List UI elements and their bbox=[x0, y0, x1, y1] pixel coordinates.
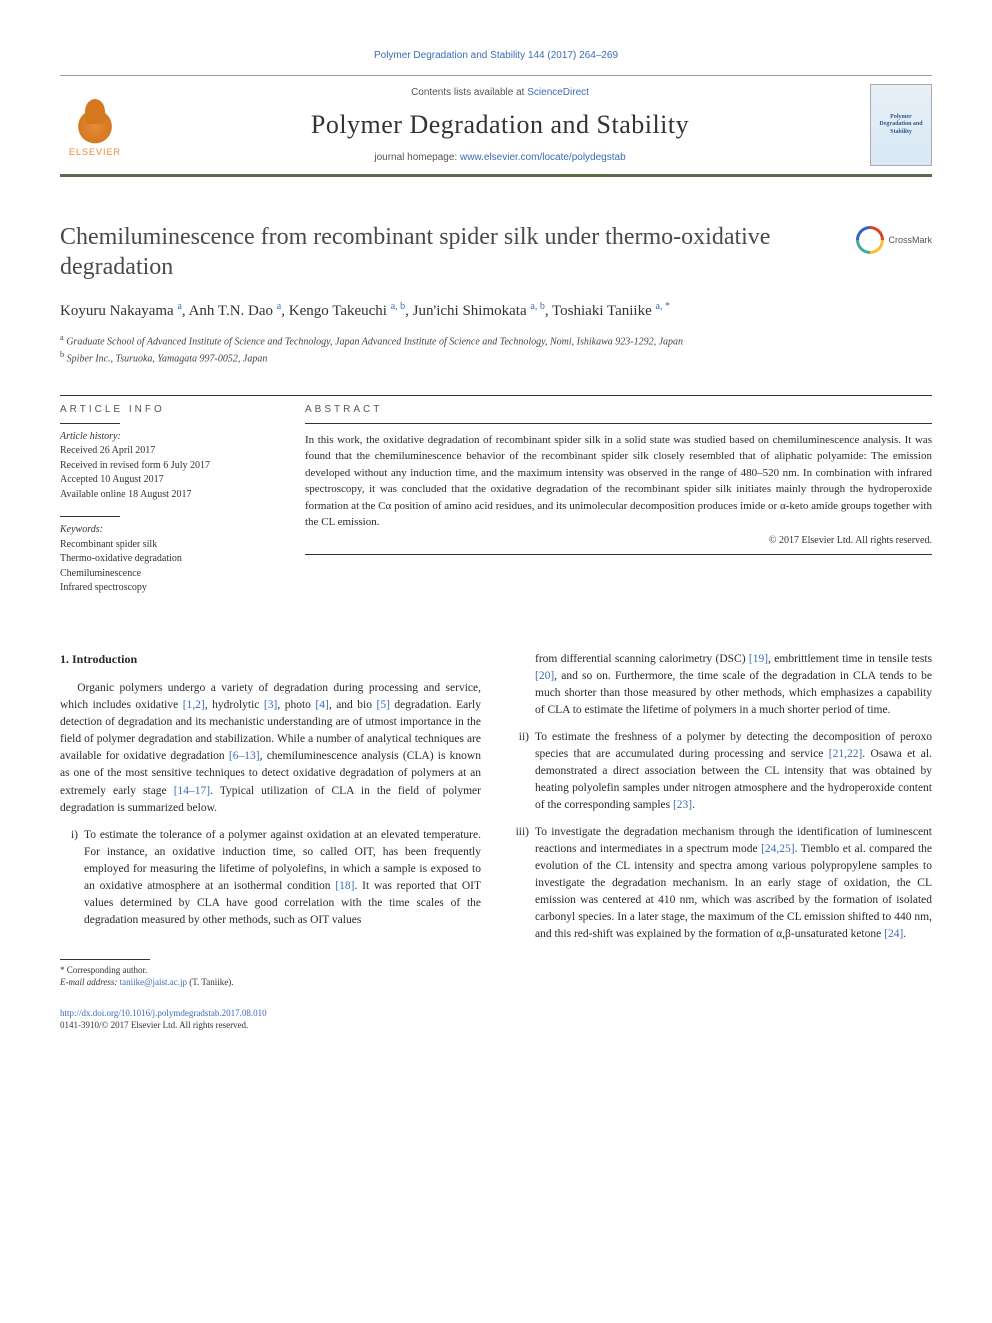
divider-short bbox=[60, 516, 120, 517]
right-column: from differential scanning calorimetry (… bbox=[511, 651, 932, 1032]
article-info-column: ARTICLE INFO Article history: Received 2… bbox=[60, 404, 260, 596]
abstract-column: ABSTRACT In this work, the oxidative deg… bbox=[305, 404, 932, 596]
section-heading-introduction: 1. Introduction bbox=[60, 651, 481, 669]
list-marker: ii) bbox=[511, 729, 535, 814]
top-citation: Polymer Degradation and Stability 144 (2… bbox=[60, 50, 932, 61]
received-date: Received 26 April 2017 bbox=[60, 445, 155, 456]
keyword: Recombinant spider silk bbox=[60, 539, 157, 550]
corresponding-author-note: * Corresponding author. E-mail address: … bbox=[60, 964, 481, 989]
issn-copyright: 0141-3910/© 2017 Elsevier Ltd. All right… bbox=[60, 1020, 248, 1030]
left-column: 1. Introduction Organic polymers undergo… bbox=[60, 651, 481, 1032]
crossmark-label: CrossMark bbox=[888, 235, 932, 245]
article-history: Article history: Received 26 April 2017 … bbox=[60, 430, 260, 503]
journal-cover-thumbnail: Polymer Degradation and Stability bbox=[870, 84, 932, 166]
history-label: Article history: bbox=[60, 431, 121, 442]
homepage-link[interactable]: www.elsevier.com/locate/polydegstab bbox=[460, 152, 626, 163]
list-marker: iii) bbox=[511, 824, 535, 943]
journal-homepage-line: journal homepage: www.elsevier.com/locat… bbox=[150, 152, 850, 163]
keywords-block: Keywords: Recombinant spider silk Thermo-… bbox=[60, 523, 260, 596]
doi-link[interactable]: http://dx.doi.org/10.1016/j.polymdegrads… bbox=[60, 1008, 267, 1018]
intro-paragraph-1: Organic polymers undergo a variety of de… bbox=[60, 680, 481, 816]
elsevier-logo: ELSEVIER bbox=[60, 88, 130, 163]
list-marker: i) bbox=[60, 827, 84, 929]
email-link[interactable]: taniike@jaist.ac.jp bbox=[120, 977, 187, 987]
list-content: To investigate the degradation mechanism… bbox=[535, 824, 932, 943]
article-title: Chemiluminescence from recombinant spide… bbox=[60, 222, 836, 282]
sciencedirect-link[interactable]: ScienceDirect bbox=[527, 87, 589, 98]
abstract-copyright: © 2017 Elsevier Ltd. All rights reserved… bbox=[305, 535, 932, 546]
email-label: E-mail address: bbox=[60, 977, 120, 987]
authors-list: Koyuru Nakayama a, Anh T.N. Dao a, Kengo… bbox=[60, 300, 932, 322]
doi-block: http://dx.doi.org/10.1016/j.polymdegrads… bbox=[60, 1007, 481, 1032]
publisher-name: ELSEVIER bbox=[69, 147, 121, 157]
crossmark-badge[interactable]: CrossMark bbox=[856, 226, 932, 254]
corr-label: * Corresponding author. bbox=[60, 964, 481, 977]
list-item-ii: ii) To estimate the freshness of a polym… bbox=[511, 729, 932, 814]
list-item-i-continued: from differential scanning calorimetry (… bbox=[511, 651, 932, 719]
crossmark-icon bbox=[856, 226, 884, 254]
cover-title: Polymer Degradation and Stability bbox=[875, 114, 927, 136]
list-content-continued: from differential scanning calorimetry (… bbox=[535, 651, 932, 719]
accepted-date: Accepted 10 August 2017 bbox=[60, 474, 164, 485]
contents-available-line: Contents lists available at ScienceDirec… bbox=[150, 87, 850, 98]
article-info-label: ARTICLE INFO bbox=[60, 404, 260, 415]
journal-header: ELSEVIER Contents lists available at Sci… bbox=[60, 75, 932, 177]
list-content: To estimate the freshness of a polymer b… bbox=[535, 729, 932, 814]
contents-prefix: Contents lists available at bbox=[411, 87, 527, 98]
list-item-iii: iii) To investigate the degradation mech… bbox=[511, 824, 932, 943]
list-content: To estimate the tolerance of a polymer a… bbox=[84, 827, 481, 929]
divider-short bbox=[60, 423, 120, 424]
keyword: Thermo-oxidative degradation bbox=[60, 553, 182, 564]
divider bbox=[60, 395, 932, 396]
abstract-text: In this work, the oxidative degradation … bbox=[305, 432, 932, 531]
revised-date: Received in revised form 6 July 2017 bbox=[60, 460, 210, 471]
keywords-label: Keywords: bbox=[60, 524, 103, 535]
body-text: 1. Introduction Organic polymers undergo… bbox=[60, 651, 932, 1032]
keyword: Chemiluminescence bbox=[60, 568, 141, 579]
affiliations: a Graduate School of Advanced Institute … bbox=[60, 332, 932, 367]
email-suffix: (T. Taniike). bbox=[187, 977, 234, 987]
abstract-label: ABSTRACT bbox=[305, 404, 932, 415]
footnote-separator bbox=[60, 959, 150, 960]
divider bbox=[305, 423, 932, 424]
divider bbox=[305, 554, 932, 555]
homepage-prefix: journal homepage: bbox=[374, 152, 460, 163]
online-date: Available online 18 August 2017 bbox=[60, 489, 191, 500]
list-marker-empty bbox=[511, 651, 535, 719]
journal-name: Polymer Degradation and Stability bbox=[150, 110, 850, 140]
elsevier-tree-icon bbox=[70, 94, 120, 144]
list-item-i: i) To estimate the tolerance of a polyme… bbox=[60, 827, 481, 929]
keyword: Infrared spectroscopy bbox=[60, 582, 147, 593]
